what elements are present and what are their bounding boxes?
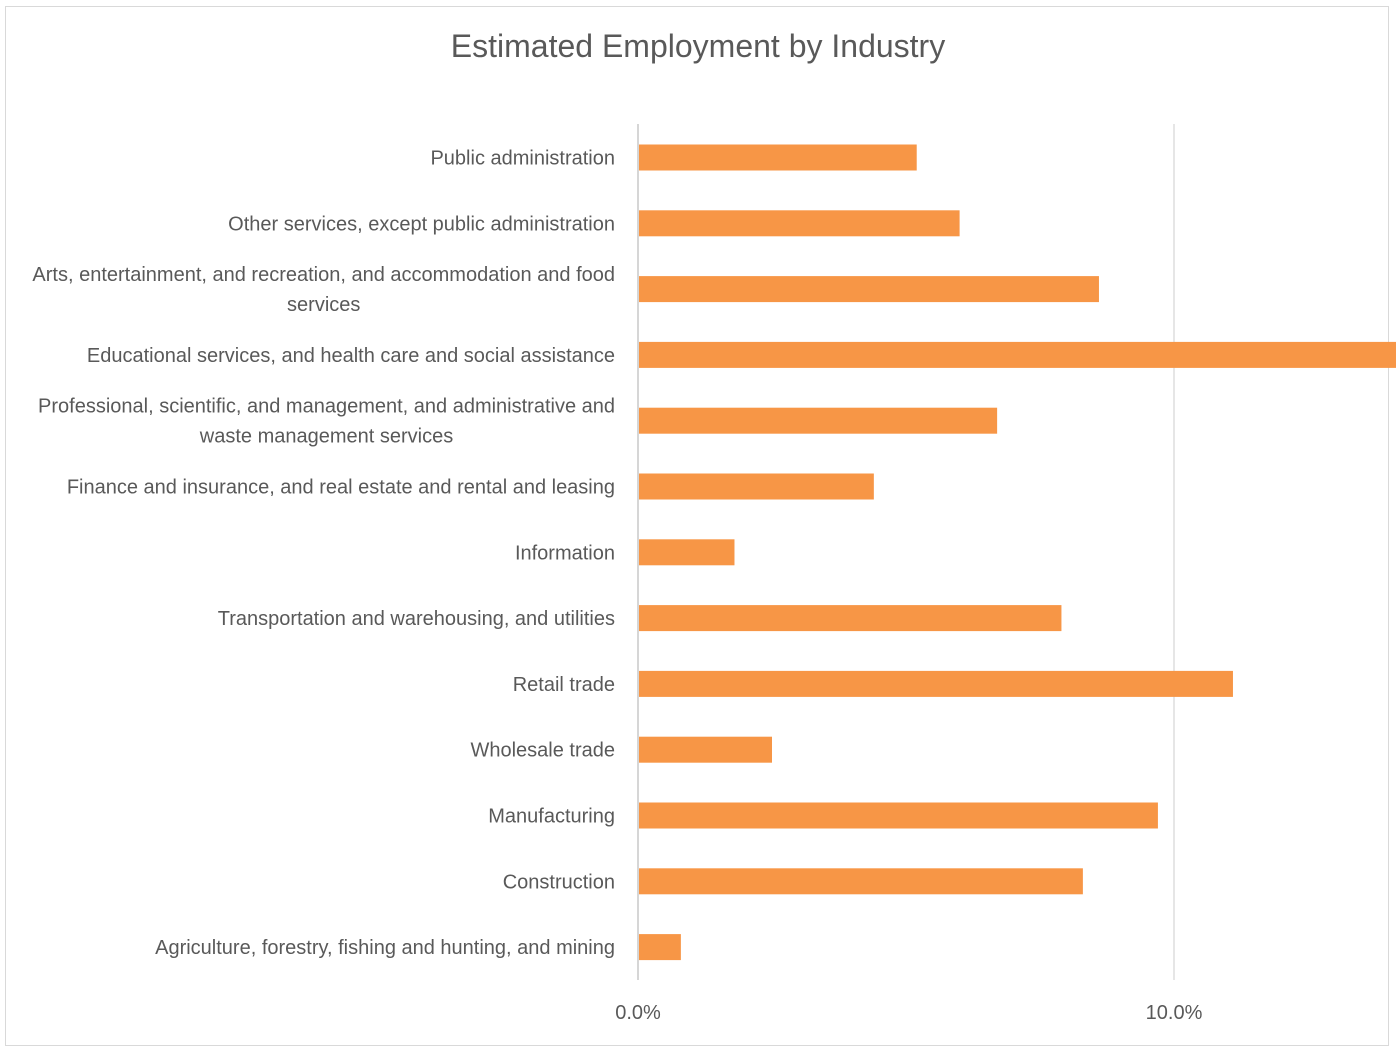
category-label: Construction xyxy=(503,871,615,893)
bar xyxy=(639,934,681,961)
bar xyxy=(639,670,1233,697)
category-label: Manufacturing xyxy=(488,806,615,828)
category-label: Finance and insurance, and real estate a… xyxy=(67,477,615,499)
category-label: Retail trade xyxy=(513,674,615,696)
bar xyxy=(639,605,1062,632)
category-label: Transportation and warehousing, and util… xyxy=(218,608,615,630)
x-tick-label: 10.0% xyxy=(1146,1002,1203,1024)
category-label: Arts, entertainment, and recreation, and… xyxy=(32,264,615,316)
category-label: Wholesale trade xyxy=(470,740,615,762)
bar xyxy=(639,210,960,237)
chart-title: Estimated Employment by Industry xyxy=(450,28,946,64)
bar xyxy=(639,802,1158,829)
category-label: Agriculture, forestry, fishing and hunti… xyxy=(155,937,615,959)
bar xyxy=(639,473,874,500)
bar xyxy=(639,539,735,566)
bar xyxy=(639,736,772,763)
bar xyxy=(639,341,1396,368)
category-label: Other services, except public administra… xyxy=(228,213,615,235)
bar xyxy=(639,144,917,171)
x-tick-label: 0.0% xyxy=(615,1002,661,1024)
bar xyxy=(639,407,998,434)
bar xyxy=(639,276,1099,303)
category-label: Educational services, and health care an… xyxy=(87,345,615,367)
category-label: Professional, scientific, and management… xyxy=(38,396,615,448)
bar xyxy=(639,868,1083,895)
category-label: Public administration xyxy=(430,148,615,170)
category-label: Information xyxy=(515,542,615,564)
